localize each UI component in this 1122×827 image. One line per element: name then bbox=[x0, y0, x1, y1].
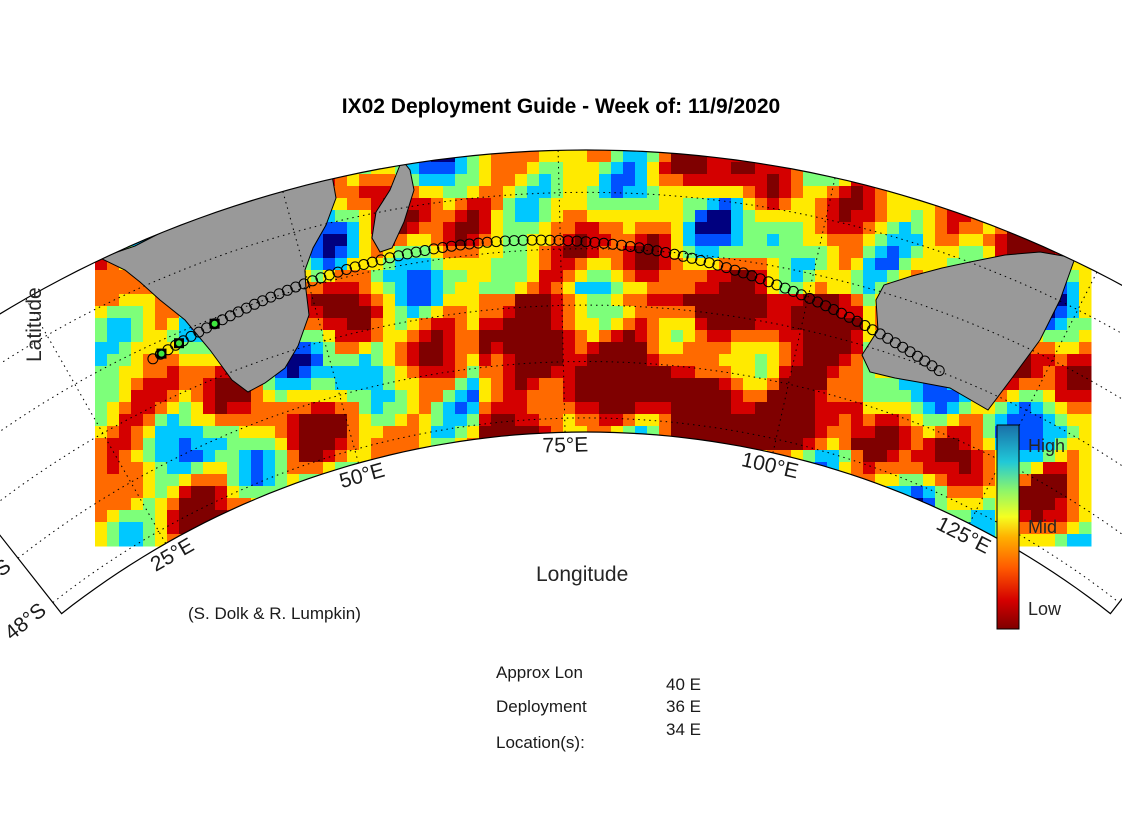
route-marker bbox=[393, 250, 404, 262]
graticule bbox=[0, 150, 1122, 603]
lat-tick-label: 48°S bbox=[0, 599, 50, 645]
map-frame bbox=[0, 149, 1122, 615]
route-marker bbox=[677, 250, 689, 262]
route-marker bbox=[695, 255, 707, 266]
route-marker bbox=[598, 237, 610, 249]
parallel-line bbox=[0, 304, 1122, 515]
route-marker bbox=[651, 245, 663, 257]
deployment-label-1: Approx Lon bbox=[496, 663, 583, 682]
deployment-label-3: Location(s): bbox=[496, 733, 585, 752]
deployment-label-2: Deployment bbox=[496, 697, 587, 716]
route-marker bbox=[323, 269, 335, 281]
route-marker bbox=[358, 259, 370, 270]
route-marker bbox=[517, 234, 529, 246]
route-marker bbox=[746, 270, 758, 282]
route-marker bbox=[660, 247, 672, 258]
route-marker bbox=[607, 238, 619, 250]
x-axis-label: Longitude bbox=[536, 563, 629, 586]
route-marker bbox=[616, 239, 628, 251]
route-marker bbox=[633, 242, 645, 254]
route-marker bbox=[437, 242, 449, 253]
route-marker bbox=[428, 243, 440, 255]
lat-tick-label: 40°S bbox=[0, 555, 15, 601]
deployment-marker bbox=[158, 350, 165, 357]
route-marker bbox=[624, 241, 636, 252]
colorbar-label-mid: Mid bbox=[1028, 517, 1058, 537]
lon-tick-label: 75°E bbox=[542, 433, 588, 457]
parallel-line bbox=[17, 360, 1122, 559]
route-marker bbox=[508, 235, 520, 247]
route-marker bbox=[729, 264, 741, 276]
deployment-lon-1: 40 E bbox=[666, 675, 701, 694]
route-marker bbox=[490, 236, 502, 248]
route-marker bbox=[499, 235, 511, 247]
route-marker bbox=[366, 256, 378, 268]
route-marker bbox=[686, 252, 698, 264]
parallel-line bbox=[52, 417, 1120, 603]
y-axis-label: Latitude bbox=[23, 287, 46, 362]
route-marker bbox=[669, 248, 680, 260]
route-marker bbox=[720, 262, 732, 274]
figure-title: IX02 Deployment Guide - Week of: 11/9/20… bbox=[341, 95, 781, 118]
route-marker bbox=[526, 234, 538, 246]
route-marker bbox=[933, 365, 945, 377]
route-marker bbox=[384, 252, 396, 264]
route-marker bbox=[410, 246, 422, 258]
route-marker bbox=[580, 236, 592, 248]
madagascar-landmass bbox=[371, 159, 415, 253]
route-marker bbox=[463, 238, 475, 250]
parallel-line bbox=[0, 248, 1122, 470]
credit-text: (S. Dolk & R. Lumpkin) bbox=[188, 604, 361, 623]
route-marker bbox=[544, 234, 556, 246]
route-marker bbox=[589, 236, 601, 248]
route-marker bbox=[332, 266, 344, 278]
latitude-tick-labels: 16°S24°S32°S40°S48°S bbox=[0, 555, 51, 645]
route-marker bbox=[401, 248, 413, 260]
deployment-lon-2: 36 E bbox=[666, 697, 701, 716]
colorbar-label-low: Low bbox=[1028, 599, 1062, 619]
route-marker bbox=[535, 234, 547, 246]
route-marker bbox=[454, 239, 466, 251]
route-marker bbox=[642, 243, 654, 255]
route-marker bbox=[703, 257, 715, 269]
route-marker bbox=[446, 240, 457, 252]
route-marker bbox=[349, 261, 361, 273]
colorbar bbox=[996, 424, 1020, 630]
route-marker bbox=[754, 273, 766, 285]
deployment-lon-3: 34 E bbox=[666, 720, 701, 739]
route-marker bbox=[553, 234, 565, 246]
deployment-marker bbox=[176, 340, 182, 347]
land-masses bbox=[98, 159, 1076, 411]
colorbar-label-high: High bbox=[1028, 436, 1066, 456]
route-marker bbox=[419, 245, 431, 256]
route-marker bbox=[481, 236, 493, 248]
deployment-marker bbox=[211, 320, 218, 327]
route-marker bbox=[712, 259, 724, 271]
route-marker bbox=[562, 235, 574, 247]
route-marker bbox=[571, 235, 583, 247]
route-marker bbox=[375, 254, 387, 266]
ship-route bbox=[147, 234, 945, 377]
route-marker bbox=[341, 264, 352, 275]
route-marker bbox=[472, 237, 484, 249]
